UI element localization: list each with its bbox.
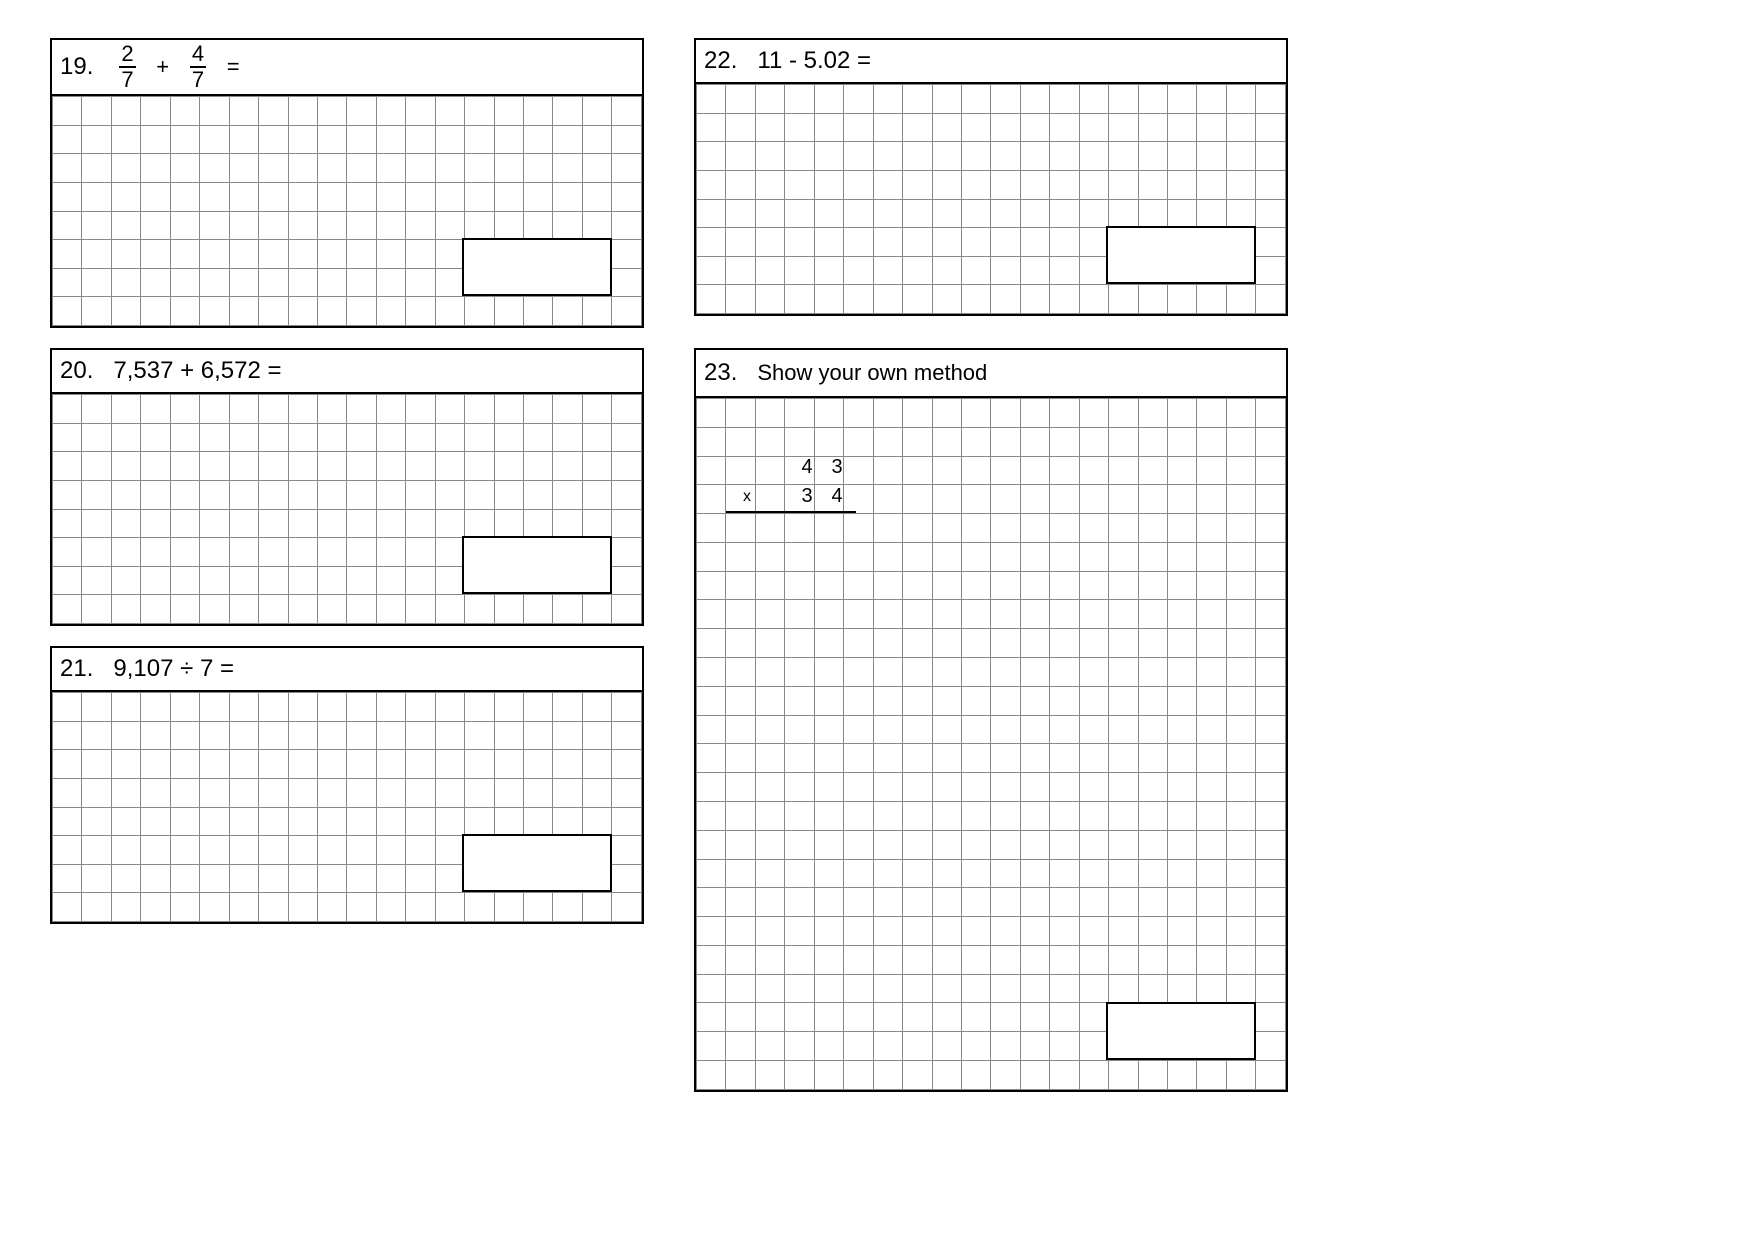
mult-r1c2: 3 (822, 456, 852, 479)
question-19-box: 19. 2 7 + 4 7 = (50, 38, 644, 328)
question-21-number: 21. (60, 655, 93, 683)
question-19-answer-box[interactable] (462, 238, 612, 296)
worksheet-page: 19. 2 7 + 4 7 = 20. 7,537 + 6,572 = (0, 0, 1754, 1240)
fraction-1-numerator: 2 (119, 43, 135, 68)
question-19-number: 19. (60, 53, 93, 81)
question-20-answer-box[interactable] (462, 536, 612, 594)
question-22-box: 22. 11 - 5.02 = (694, 38, 1288, 316)
question-23-box: 23. Show your own method 4 3 x 3 4 (694, 348, 1288, 1092)
question-20-box: 20. 7,537 + 6,572 = (50, 348, 644, 626)
question-23-answer-box[interactable] (1106, 1002, 1256, 1060)
question-20-number: 20. (60, 357, 93, 385)
mult-symbol: x (732, 488, 762, 506)
question-21-text: 9,107 ÷ 7 = (113, 655, 234, 683)
question-21-answer-box[interactable] (462, 834, 612, 892)
question-20-header: 20. 7,537 + 6,572 = (52, 350, 642, 394)
fraction-2-numerator: 4 (190, 43, 206, 68)
question-22-answer-box[interactable] (1106, 226, 1256, 284)
equals-sign: = (227, 54, 240, 80)
fraction-2-denominator: 7 (190, 68, 206, 91)
question-22-number: 22. (704, 47, 737, 75)
question-19-header: 19. 2 7 + 4 7 = (52, 40, 642, 96)
question-23-number: 23. (704, 359, 737, 387)
question-23-workgrid[interactable] (696, 398, 1286, 1090)
fraction-1: 2 7 (119, 43, 135, 91)
question-21-box: 21. 9,107 ÷ 7 = (50, 646, 644, 924)
grid-table (696, 398, 1286, 1090)
plus-operator: + (156, 54, 169, 80)
question-22-text: 11 - 5.02 = (757, 47, 871, 75)
question-20-text: 7,537 + 6,572 = (113, 357, 281, 385)
mult-r1c1: 4 (792, 456, 822, 479)
question-22-header: 22. 11 - 5.02 = (696, 40, 1286, 84)
fraction-1-denominator: 7 (119, 68, 135, 91)
question-19-expression: 2 7 + 4 7 = (113, 43, 247, 91)
mult-r2c1: 3 (792, 485, 822, 508)
mult-underline (726, 511, 856, 513)
fraction-2: 4 7 (190, 43, 206, 91)
question-23-text: Show your own method (757, 360, 987, 386)
mult-r2c2: 4 (822, 485, 852, 508)
question-21-header: 21. 9,107 ÷ 7 = (52, 648, 642, 692)
question-23-header: 23. Show your own method (696, 350, 1286, 398)
